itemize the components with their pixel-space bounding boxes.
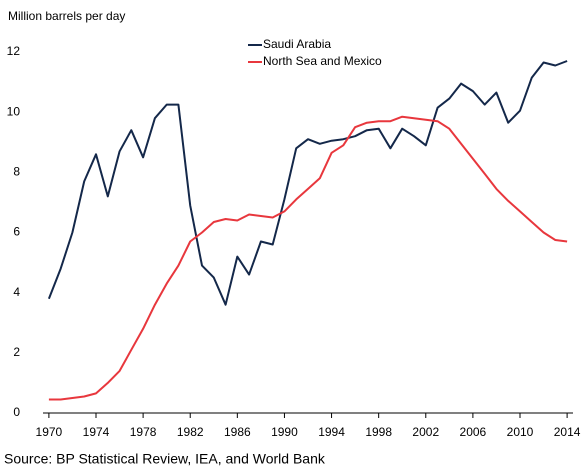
- y-tick-label: 8: [13, 165, 20, 179]
- y-tick-label: 0: [13, 405, 20, 419]
- y-tick-label: 6: [13, 225, 20, 239]
- x-tick-label: 1994: [318, 425, 345, 439]
- x-tick-label: 1974: [83, 425, 110, 439]
- y-tick-label: 10: [7, 104, 21, 118]
- y-tick-label: 4: [13, 285, 20, 299]
- x-tick-label: 2014: [554, 425, 581, 439]
- x-tick-label: 1970: [36, 425, 63, 439]
- series-line: [48, 115, 568, 401]
- y-axis-unit: Million barrels per day: [8, 9, 125, 23]
- series-line: [47, 60, 568, 306]
- y-tick-label: 12: [7, 44, 21, 58]
- legend-label: Saudi Arabia: [263, 37, 331, 51]
- x-tick-label: 2006: [460, 425, 487, 439]
- x-tick-label: 1990: [271, 425, 298, 439]
- x-tick-label: 1978: [130, 425, 157, 439]
- source: Source: BP Statistical Review, IEA, and …: [4, 451, 326, 467]
- x-tick-label: 1986: [224, 425, 251, 439]
- x-tick-label: 1982: [177, 425, 204, 439]
- x-tick-label: 1998: [365, 425, 392, 439]
- x-tick-label: 2010: [507, 425, 534, 439]
- y-tick-label: 2: [13, 345, 20, 359]
- x-tick-label: 2002: [412, 425, 439, 439]
- legend-label: North Sea and Mexico: [263, 54, 382, 68]
